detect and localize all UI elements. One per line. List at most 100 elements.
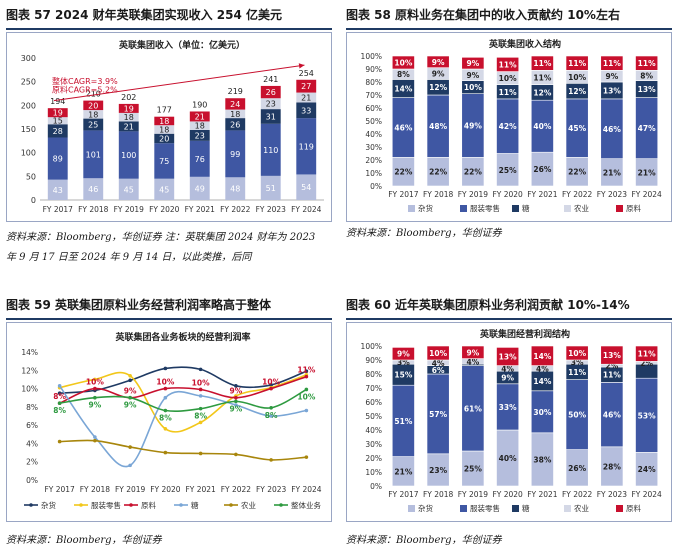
fig60-ytick-10: 100%: [361, 342, 382, 351]
fig57-xtick-1: FY 2018: [78, 205, 109, 214]
fig60-ytick-0: 0%: [370, 482, 382, 491]
fig57-xtick-3: FY 2020: [149, 205, 180, 214]
fig59-point-原料-7: [304, 374, 309, 379]
fig59-legend-label-糖: 糖: [191, 500, 199, 510]
fig59-panel: 图表 59 英联集团原料业务经营利润率略高于整体 英联集团各业务板块的经营利润率…: [6, 296, 332, 554]
fig58-ytick-10: 100%: [361, 52, 382, 61]
fig59-label-zhengti-6: 8%: [265, 411, 278, 420]
fig58-label-原料-3: 11%: [499, 60, 517, 69]
fig58-label-杂货-6: 21%: [603, 168, 621, 177]
fig57-bar-服装零售-7: [296, 118, 317, 175]
fig59-point-农业-3: [163, 450, 168, 455]
fig60-label-杂货-2: 25%: [464, 465, 482, 474]
fig59-line-农业: [59, 439, 307, 461]
fig58-label-服装零售-2: 49%: [464, 122, 482, 131]
fig60-label-服装零售-7: 53%: [638, 411, 656, 420]
fig58-ytick-3: 30%: [365, 143, 382, 152]
fig58-label-原料-1: 9%: [432, 58, 445, 67]
fig60-label-原料-3: 13%: [499, 353, 517, 362]
fig59-ytick-4: 8%: [26, 403, 38, 412]
fig58-label-服装零售-6: 46%: [603, 125, 621, 134]
fig58-bar-原料-4: [530, 55, 554, 71]
fig59-point-农业-6: [269, 458, 273, 462]
fig59-point-糖-5: [234, 403, 238, 407]
fig57-cagr-arrow-head: [298, 63, 305, 69]
fig60-xtick-4: FY 2021: [527, 490, 558, 499]
fig58-ytick-9: 90%: [365, 65, 382, 74]
fig59-frame: [6, 322, 332, 522]
fig59-ytick-1: 2%: [26, 458, 38, 467]
fig58-xtick-3: FY 2020: [492, 190, 523, 199]
fig57-bar-糖-2: [118, 121, 139, 132]
fig57-label-农业-7: 21: [301, 94, 311, 103]
fig57-bar-杂货-3: [154, 178, 175, 200]
fig58-frame: [346, 32, 672, 222]
fig58-bar-原料-2: [461, 56, 485, 70]
fig59-point-糖-4: [198, 394, 203, 398]
fig60-label-杂货-0: 21%: [394, 467, 412, 476]
fig59-point-糖-1: [93, 435, 97, 439]
fig60-label-原料-7: 11%: [638, 350, 656, 359]
fig59-ytick-6: 12%: [21, 366, 38, 375]
fig60-label-原料-6: 13%: [603, 351, 621, 360]
fig57-label-糖-3: 20: [159, 134, 169, 143]
fig60-bar-原料-2: [461, 345, 485, 359]
fig58-label-糖-2: 10%: [464, 83, 482, 92]
fig57-label-服装零售-0: 89: [53, 155, 63, 164]
fig59-point-服装零售-1: [93, 377, 97, 382]
fig58-legend-label-杂货: 杂货: [418, 203, 433, 213]
fig59-label-yuanliao-6: 10%: [262, 378, 280, 387]
fig58-ytick-2: 20%: [365, 156, 382, 165]
fig59-point-整体业务-6: [269, 405, 273, 410]
fig58-label-杂货-4: 26%: [533, 165, 551, 174]
fig59-point-杂货-3: [163, 366, 168, 371]
fig57-panel: 图表 57 2024 财年英联集团实现收入 254 亿美元 英联集团收入（单位：…: [6, 6, 332, 266]
fig59-label-yuanliao-3: 10%: [156, 378, 174, 387]
fig59-label-zhengti-0: 8%: [53, 406, 66, 415]
fig58-bar-原料-0: [391, 55, 415, 70]
fig59-point-农业-5: [234, 452, 238, 457]
fig57-xtick-7: FY 2024: [291, 205, 322, 214]
fig57-label-糖-5: 26: [230, 120, 240, 129]
fig57-bar-糖-3: [154, 133, 175, 144]
fig60-label-糖-3: 9%: [501, 374, 514, 383]
fig58-ytick-1: 10%: [365, 169, 382, 178]
fig60-source: 资料来源：Bloomberg，华创证券: [346, 535, 502, 546]
fig59-point-杂货-0: [57, 391, 62, 395]
fig60-legend-label-服装零售: 服装零售: [470, 503, 500, 513]
fig58-legend-swatch-杂货: [408, 205, 415, 212]
fig58-label-杂货-7: 21%: [638, 168, 656, 177]
fig57-bar-原料-2: [118, 103, 139, 113]
fig60-legend-swatch-杂货: [408, 505, 415, 512]
fig59-legend-marker-原料: [129, 503, 133, 507]
fig59-legend-marker-整体业务: [279, 503, 283, 507]
fig57-label-杂货-2: 45: [124, 185, 134, 194]
fig59-xtick-3: FY 2020: [150, 485, 181, 494]
fig59-point-整体业务-1: [93, 395, 97, 400]
fig57-bar-原料-6: [260, 85, 281, 99]
fig57-bar-农业-4: [189, 121, 210, 130]
fig57-total-5: 219: [228, 87, 243, 96]
fig57-label-杂货-5: 48: [230, 185, 240, 194]
fig60-label-服装零售-3: 33%: [499, 403, 517, 412]
fig59-label-zhengti-1: 9%: [89, 401, 102, 410]
fig59-point-服装零售-3: [163, 427, 168, 431]
fig57-label-原料-0: 19: [53, 109, 63, 118]
fig60-frame: [346, 322, 672, 522]
fig57-label-杂货-6: 51: [266, 184, 276, 193]
fig60-ytick-1: 10%: [365, 468, 382, 477]
fig60-label-糖-1: 6%: [432, 366, 445, 375]
fig58-label-服装零售-7: 47%: [638, 124, 656, 133]
fig60-ytick-8: 80%: [365, 370, 382, 379]
fig59-point-农业-1: [93, 438, 97, 443]
fig59-point-整体业务-3: [163, 408, 168, 413]
fig57-label-糖-7: 33: [301, 106, 311, 115]
fig58-label-服装零售-4: 40%: [533, 122, 551, 131]
fig58-legend-swatch-原料: [616, 205, 623, 212]
fig59-point-杂货-5: [234, 384, 238, 388]
fig59-label-zhengti-4: 8%: [194, 412, 207, 421]
fig59-label-yuanliao-5: 9%: [230, 387, 243, 396]
fig58-xtick-7: FY 2024: [631, 190, 662, 199]
fig57-chart-title: 英联集团收入（单位：亿美元）: [118, 39, 245, 51]
fig60-ytick-6: 60%: [365, 398, 382, 407]
